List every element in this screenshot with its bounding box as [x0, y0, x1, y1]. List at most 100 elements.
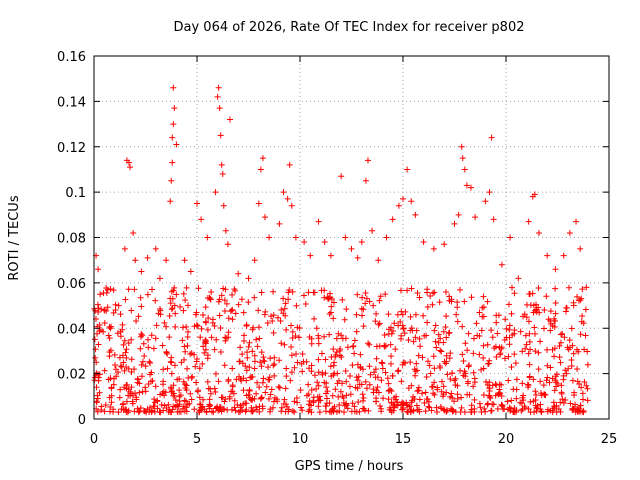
data-point — [305, 408, 312, 415]
data-point — [412, 211, 419, 218]
data-point — [110, 287, 117, 294]
data-point — [373, 355, 380, 362]
data-point — [405, 337, 412, 344]
data-point — [340, 399, 347, 406]
data-point — [215, 84, 222, 91]
data-point — [337, 388, 344, 395]
data-point — [508, 364, 515, 371]
data-point — [293, 302, 300, 309]
data-point — [355, 399, 362, 406]
data-point — [504, 398, 511, 405]
data-point — [149, 286, 156, 293]
data-point — [537, 378, 544, 385]
data-point — [428, 407, 435, 414]
data-point — [129, 400, 136, 407]
data-point — [380, 395, 387, 402]
data-point — [440, 391, 447, 398]
data-point — [410, 393, 417, 400]
data-point — [359, 391, 366, 398]
data-point — [140, 340, 147, 347]
data-point — [510, 386, 517, 393]
data-point — [577, 245, 584, 252]
data-point — [506, 334, 513, 341]
data-point — [490, 216, 497, 223]
data-point — [338, 353, 345, 360]
data-point — [558, 390, 565, 397]
data-point — [93, 384, 100, 391]
data-point — [351, 403, 358, 410]
data-point — [404, 287, 411, 294]
data-point — [431, 391, 438, 398]
data-point — [299, 350, 306, 357]
data-point — [506, 326, 513, 333]
data-point — [443, 334, 450, 341]
data-point — [121, 337, 128, 344]
data-point — [258, 349, 265, 356]
data-point — [413, 360, 420, 367]
data-point — [196, 365, 203, 372]
data-point — [407, 403, 414, 410]
data-point — [448, 298, 455, 305]
data-point — [541, 325, 548, 332]
data-point — [114, 330, 121, 337]
data-point — [367, 371, 374, 378]
data-point — [440, 406, 447, 413]
data-point — [106, 335, 113, 342]
data-point — [535, 284, 542, 291]
data-point — [549, 375, 556, 382]
data-point — [332, 351, 339, 358]
data-point — [508, 397, 515, 404]
data-point — [532, 348, 539, 355]
data-point — [229, 291, 236, 298]
data-point — [95, 341, 102, 348]
data-point — [389, 372, 396, 379]
data-point — [557, 399, 564, 406]
data-point — [281, 341, 288, 348]
data-point — [94, 330, 101, 337]
data-point — [228, 388, 235, 395]
data-point — [527, 346, 534, 353]
data-point — [137, 333, 144, 340]
data-point — [557, 339, 564, 346]
data-point — [432, 322, 439, 329]
data-point — [334, 370, 341, 377]
data-point — [398, 335, 405, 342]
data-point — [200, 343, 207, 350]
data-point — [381, 343, 388, 350]
data-point — [535, 229, 542, 236]
data-point — [560, 372, 567, 379]
data-point — [362, 378, 369, 385]
data-point — [378, 408, 385, 415]
data-point — [127, 164, 134, 171]
data-point — [388, 353, 395, 360]
data-point — [283, 326, 290, 333]
data-point — [374, 374, 381, 381]
data-point — [490, 401, 497, 408]
data-point — [243, 321, 250, 328]
data-point — [184, 334, 191, 341]
data-point — [214, 93, 221, 100]
data-point — [137, 345, 144, 352]
data-point — [526, 291, 533, 298]
data-point — [570, 350, 577, 357]
data-point — [278, 404, 285, 411]
data-point — [471, 405, 478, 412]
data-point — [378, 359, 385, 366]
data-point — [281, 396, 288, 403]
data-point — [94, 408, 101, 415]
data-point — [182, 385, 189, 392]
data-point — [465, 362, 472, 369]
data-point — [138, 361, 145, 368]
data-point — [289, 334, 296, 341]
data-point — [328, 303, 335, 310]
data-point — [426, 362, 433, 369]
data-point — [489, 334, 496, 341]
data-point — [488, 134, 495, 141]
data-point — [508, 310, 515, 317]
data-point — [339, 335, 346, 342]
data-point — [170, 121, 177, 128]
data-point — [485, 360, 492, 367]
data-point — [118, 363, 125, 370]
data-point — [280, 295, 287, 302]
data-point — [565, 365, 572, 372]
